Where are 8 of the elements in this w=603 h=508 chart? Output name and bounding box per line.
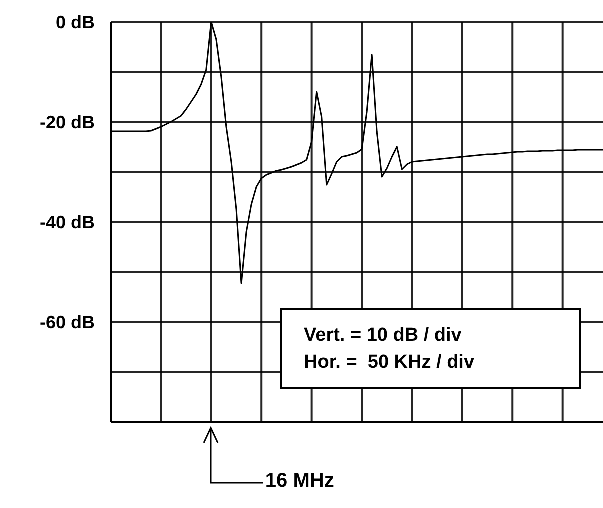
annotation: Vert. = 10 dB / div	[304, 324, 463, 348]
y-tick-label: -60 dB	[40, 312, 95, 332]
y-tick-label: -20 dB	[40, 112, 95, 132]
y-tick-label: 0 dB	[56, 12, 95, 32]
y-tick-label: -40 dB	[40, 212, 95, 232]
note-box: Vert. = 10 dB / div Hor. = 50 KHz / div	[280, 308, 581, 389]
text: 16 MHz	[265, 470, 334, 493]
annotation: Hor. = 50 KHz / div	[304, 350, 476, 374]
